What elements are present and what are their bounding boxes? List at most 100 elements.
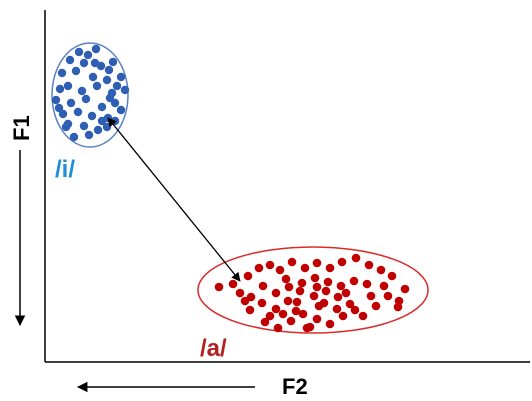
i-data-point (116, 72, 126, 82)
a-data-point (400, 284, 410, 294)
a-data-point (364, 260, 374, 270)
i-data-point (74, 47, 84, 57)
i-data-point (73, 107, 83, 117)
a-data-point (260, 317, 270, 327)
i-data-point (91, 44, 101, 54)
i-data-point (69, 132, 79, 142)
a-data-point (240, 296, 250, 306)
a-data-point (333, 292, 343, 302)
i-data-point (120, 85, 130, 95)
i-data-point (84, 130, 94, 140)
a-data-point (351, 253, 361, 263)
a-data-point (371, 301, 381, 311)
i-data-point (55, 84, 65, 94)
a-data-point (337, 257, 347, 267)
a-data-point (332, 304, 342, 314)
a-data-point (300, 263, 310, 273)
i-data-point (90, 58, 100, 68)
a-data-point (312, 282, 322, 292)
i-data-point (77, 86, 87, 96)
a-data-point (283, 296, 293, 306)
a-data-point (336, 281, 346, 291)
i-data-point (83, 50, 93, 60)
a-data-point (312, 314, 322, 324)
a-data-point (275, 265, 285, 275)
a-data-point (214, 282, 224, 292)
i-data-point (116, 105, 126, 115)
i-data-point (66, 98, 76, 108)
a-data-point (257, 298, 267, 308)
i-data-point (102, 75, 112, 85)
a-data-point (319, 298, 329, 308)
i-data-point (112, 81, 122, 91)
i-data-point (51, 95, 61, 105)
a-data-point (321, 286, 331, 296)
a-data-point (245, 305, 255, 315)
a-data-point (345, 299, 355, 309)
i-data-point (58, 109, 68, 119)
a-data-point (349, 276, 359, 286)
i-vowel-label: /i/ (55, 156, 75, 183)
a-data-point (273, 323, 283, 333)
a-data-point (295, 286, 305, 296)
i-data-point (87, 111, 97, 121)
i-data-point (63, 81, 73, 91)
points-layer (51, 44, 410, 333)
i-data-point (79, 121, 89, 131)
a-data-point (305, 322, 315, 332)
a-data-point (325, 263, 335, 273)
a-data-point (310, 273, 320, 283)
i-data-point (81, 94, 91, 104)
a-data-point (379, 281, 389, 291)
a-data-point (325, 319, 335, 329)
a-data-point (278, 309, 288, 319)
a-data-point (297, 278, 307, 288)
i-cluster-ellipse (51, 42, 129, 148)
i-data-point (57, 68, 67, 78)
a-data-point (235, 288, 245, 298)
a-data-point (341, 288, 351, 298)
a-data-point (291, 306, 301, 316)
i-data-point (71, 66, 81, 76)
a-data-point (323, 277, 333, 287)
a-data-point (292, 297, 302, 307)
a-data-point (243, 271, 253, 281)
a-data-point (366, 291, 376, 301)
y-axis-label: F1 (9, 115, 34, 141)
a-data-point (258, 281, 268, 291)
i-data-point (88, 72, 98, 82)
a-data-point (228, 279, 238, 289)
i-data-point (54, 103, 64, 113)
a-cluster-ellipse (197, 246, 429, 334)
a-data-point (350, 305, 360, 315)
i-data-point (61, 122, 71, 132)
a-data-point (358, 311, 368, 321)
x-axis-label: F2 (282, 374, 308, 399)
a-data-point (362, 279, 372, 289)
a-data-point (287, 257, 297, 267)
a-data-point (265, 260, 275, 270)
a-data-point (254, 263, 264, 273)
distance-double-arrow (107, 117, 241, 282)
i-data-point (97, 116, 107, 126)
a-data-point (383, 291, 393, 301)
a-data-point (338, 311, 348, 321)
i-data-point (97, 102, 107, 112)
a-data-point (309, 291, 319, 301)
i-data-point (104, 65, 114, 75)
a-data-point (312, 258, 322, 268)
a-data-point (286, 316, 296, 326)
i-data-point (105, 93, 115, 103)
i-data-point (92, 81, 102, 91)
a-data-point (271, 304, 281, 314)
i-data-point (65, 55, 75, 65)
a-vowel-label: /a/ (200, 335, 227, 362)
a-data-point (376, 265, 386, 275)
a-data-point (271, 288, 281, 298)
i-data-point (79, 58, 89, 68)
a-data-point (387, 271, 397, 281)
a-data-point (298, 309, 308, 319)
a-data-point (393, 302, 403, 312)
i-data-point (108, 57, 118, 67)
